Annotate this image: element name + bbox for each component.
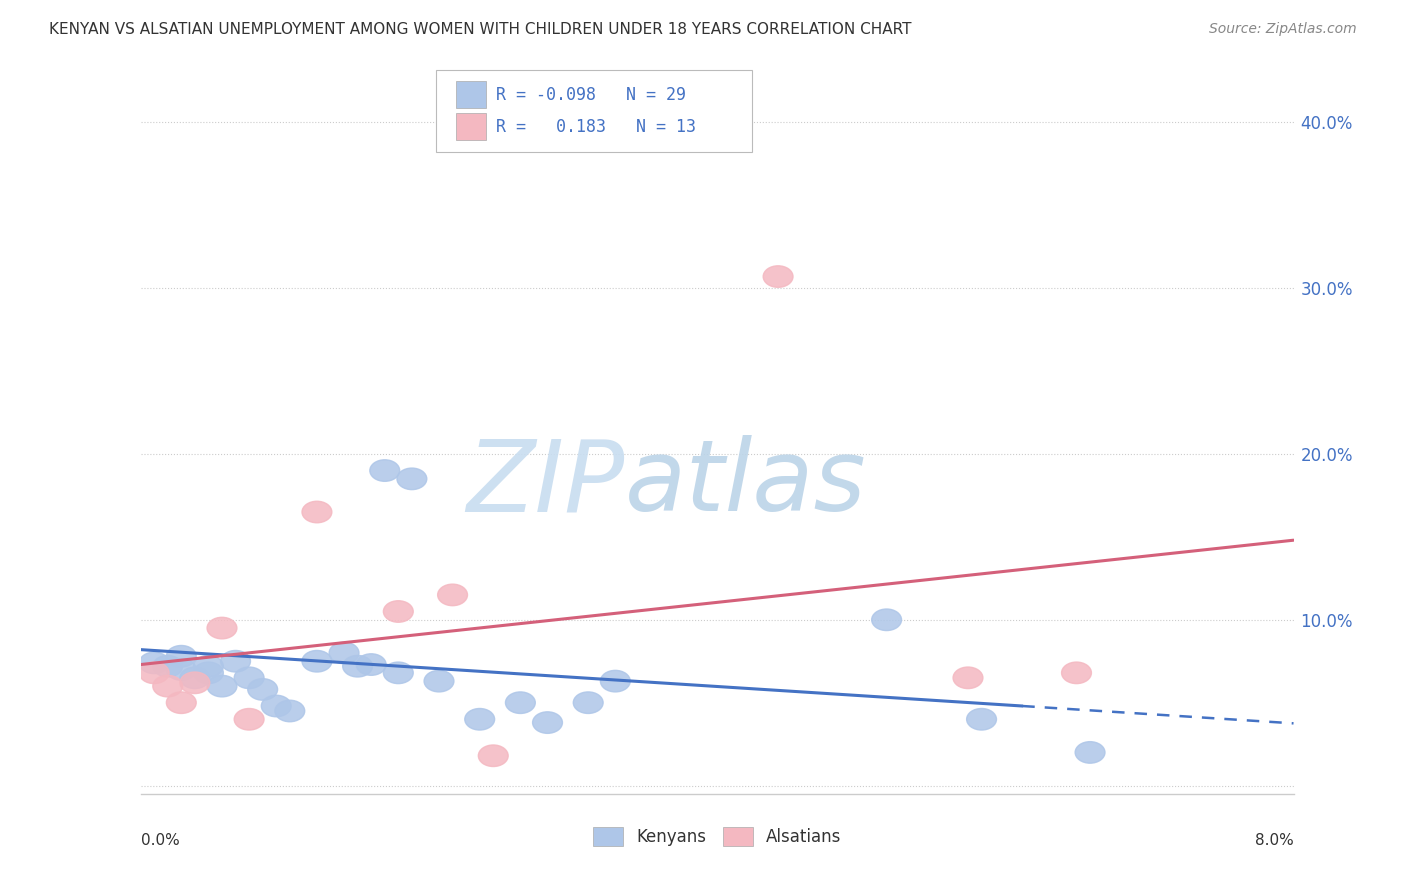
Ellipse shape [506,692,536,714]
Ellipse shape [302,501,332,523]
Ellipse shape [356,654,387,675]
Ellipse shape [967,708,997,730]
Ellipse shape [139,662,169,683]
Ellipse shape [262,695,291,717]
Ellipse shape [425,671,454,692]
Ellipse shape [384,600,413,623]
Legend: Kenyans, Alsatians: Kenyans, Alsatians [586,820,848,853]
Ellipse shape [953,667,983,689]
Ellipse shape [763,266,793,287]
Text: atlas: atlas [624,435,866,533]
Text: ZIP: ZIP [467,435,624,533]
Text: R = -0.098   N = 29: R = -0.098 N = 29 [496,86,686,103]
Ellipse shape [343,656,373,677]
Ellipse shape [153,675,183,697]
Text: Source: ZipAtlas.com: Source: ZipAtlas.com [1209,22,1357,37]
Ellipse shape [533,712,562,733]
Ellipse shape [384,662,413,683]
Ellipse shape [207,675,236,697]
Text: R =   0.183   N = 13: R = 0.183 N = 13 [496,118,696,136]
Text: KENYAN VS ALSATIAN UNEMPLOYMENT AMONG WOMEN WITH CHILDREN UNDER 18 YEARS CORRELA: KENYAN VS ALSATIAN UNEMPLOYMENT AMONG WO… [49,22,911,37]
Ellipse shape [276,700,305,722]
Ellipse shape [396,468,427,490]
Ellipse shape [437,584,467,606]
Ellipse shape [153,656,183,677]
Ellipse shape [221,650,250,672]
Ellipse shape [180,672,209,694]
Ellipse shape [370,459,399,482]
Ellipse shape [235,667,264,689]
Ellipse shape [600,671,630,692]
Ellipse shape [166,659,197,681]
Ellipse shape [207,617,236,639]
Ellipse shape [194,662,224,683]
Ellipse shape [574,692,603,714]
Ellipse shape [1062,662,1091,683]
Ellipse shape [478,745,508,766]
Ellipse shape [872,609,901,631]
Ellipse shape [194,656,224,677]
Ellipse shape [465,708,495,730]
Ellipse shape [235,708,264,730]
Text: 0.0%: 0.0% [141,832,180,847]
Ellipse shape [302,650,332,672]
Ellipse shape [180,667,209,689]
Ellipse shape [247,679,277,700]
Ellipse shape [166,692,197,714]
Ellipse shape [329,642,359,664]
Ellipse shape [1076,741,1105,764]
Ellipse shape [166,646,197,667]
Ellipse shape [139,652,169,673]
Text: 8.0%: 8.0% [1254,832,1294,847]
